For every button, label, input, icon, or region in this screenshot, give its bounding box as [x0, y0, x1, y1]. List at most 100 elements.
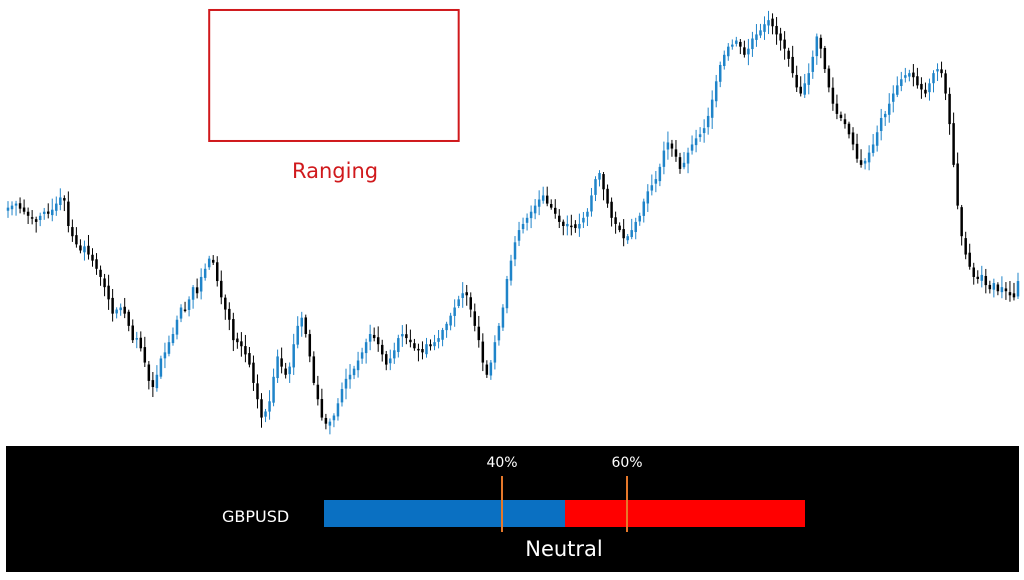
threshold-label-60: 60% [611, 455, 643, 471]
candle-body-down [260, 399, 263, 418]
candle-body-up [521, 223, 525, 230]
candle-body-down [211, 259, 215, 263]
candle-body-up [51, 209, 54, 216]
candle-body-down [308, 334, 312, 357]
candle-body-down [477, 326, 481, 341]
candle-body-up [529, 211, 533, 219]
candle-body-down [95, 259, 98, 269]
candle-body-down [799, 86, 802, 94]
candle-body-down [469, 297, 472, 310]
candle-body-up [397, 338, 400, 353]
candle-body-up [489, 362, 493, 376]
candle-body-down [847, 123, 851, 135]
candle-body-down [545, 195, 549, 204]
candle-body-down [224, 297, 227, 310]
candle-body-up [662, 150, 666, 167]
candle-body-up [630, 230, 633, 238]
candle-body-up [348, 374, 352, 380]
candle-body-down [380, 344, 384, 355]
candle-body-down [232, 319, 235, 341]
candle-body-down [304, 317, 308, 335]
candle-body-up [10, 205, 14, 210]
candle-body-up [718, 64, 722, 82]
candle-body-up [175, 319, 179, 335]
candle-body-up [767, 20, 770, 26]
candle-body-down [562, 221, 565, 226]
candle-body-up [928, 83, 931, 93]
candle-body-up [207, 258, 211, 268]
candle-body-down [220, 280, 223, 298]
candle-body-down [622, 229, 625, 239]
candle-body-up [658, 166, 662, 182]
candle-body-up [513, 242, 517, 260]
candle-body-down [960, 207, 963, 237]
candle-body-down [678, 157, 682, 169]
candle-body-down [795, 74, 798, 88]
candle-body-down [851, 132, 855, 145]
candle-body-down [570, 225, 573, 228]
candle-body-up [755, 34, 758, 40]
candle-body-down [316, 384, 320, 400]
candle-body-up [541, 195, 545, 201]
candle-body-up [682, 162, 686, 168]
candle-body-down [280, 358, 283, 367]
candle-body-up [698, 134, 702, 138]
candle-body-up [191, 287, 195, 300]
candle-body-down [473, 311, 477, 326]
candle-body-up [433, 342, 436, 347]
candle-body-up [59, 197, 62, 205]
candle-body-down [417, 348, 420, 351]
candle-body-up [594, 179, 597, 195]
candle-body-up [42, 211, 46, 214]
candle-body-up [497, 325, 501, 341]
candle-body-down [775, 25, 778, 35]
candle-body-down [131, 325, 134, 341]
candle-body-up [296, 325, 299, 345]
candle-body-down [823, 47, 827, 70]
candle-body-down [831, 87, 835, 104]
candle-body-down [63, 198, 66, 201]
candle-body-down [855, 143, 859, 159]
candle-body-down [783, 39, 786, 49]
candle-body-down [920, 83, 923, 90]
candle-body-down [843, 119, 847, 125]
candle-body-up [276, 356, 279, 379]
candle-body-up [445, 323, 448, 331]
sentiment-status: Neutral [525, 537, 603, 561]
candle-body-up [352, 368, 356, 376]
candle-body-up [364, 342, 368, 354]
candle-body-up [582, 217, 585, 223]
candle-body-down [376, 337, 380, 345]
candle-body-down [554, 207, 557, 214]
candle-body-up [900, 79, 903, 87]
candle-body-down [413, 343, 416, 349]
candle-body-down [228, 308, 231, 320]
range-annotations [208, 8, 460, 142]
candle-body-up [578, 223, 581, 229]
candle-body-up [119, 307, 122, 311]
ranging-box [208, 8, 460, 142]
candle-body-down [972, 267, 975, 277]
candle-body-down [215, 262, 219, 282]
candle-body-up [936, 69, 939, 72]
candle-body-down [195, 287, 199, 294]
candle-body-down [244, 346, 247, 355]
candle-body-up [710, 99, 714, 118]
candle-body-up [887, 103, 891, 115]
candle-body-up [992, 283, 996, 290]
candle-body-up [751, 38, 754, 50]
candle-body-up [171, 334, 175, 344]
candle-body-down [485, 364, 489, 375]
threshold-label-40: 40% [486, 455, 518, 471]
candle-body-up [501, 307, 505, 328]
candle-body-up [863, 160, 867, 164]
candle-body-up [723, 54, 726, 67]
candle-body-down [71, 227, 74, 237]
candle-body-up [626, 236, 629, 241]
candle-body-up [336, 403, 340, 417]
candle-body-up [694, 138, 698, 146]
candle-body-down [779, 33, 782, 41]
candle-body-down [123, 306, 126, 314]
candle-body-down [236, 338, 239, 343]
candle-body-down [240, 341, 243, 347]
